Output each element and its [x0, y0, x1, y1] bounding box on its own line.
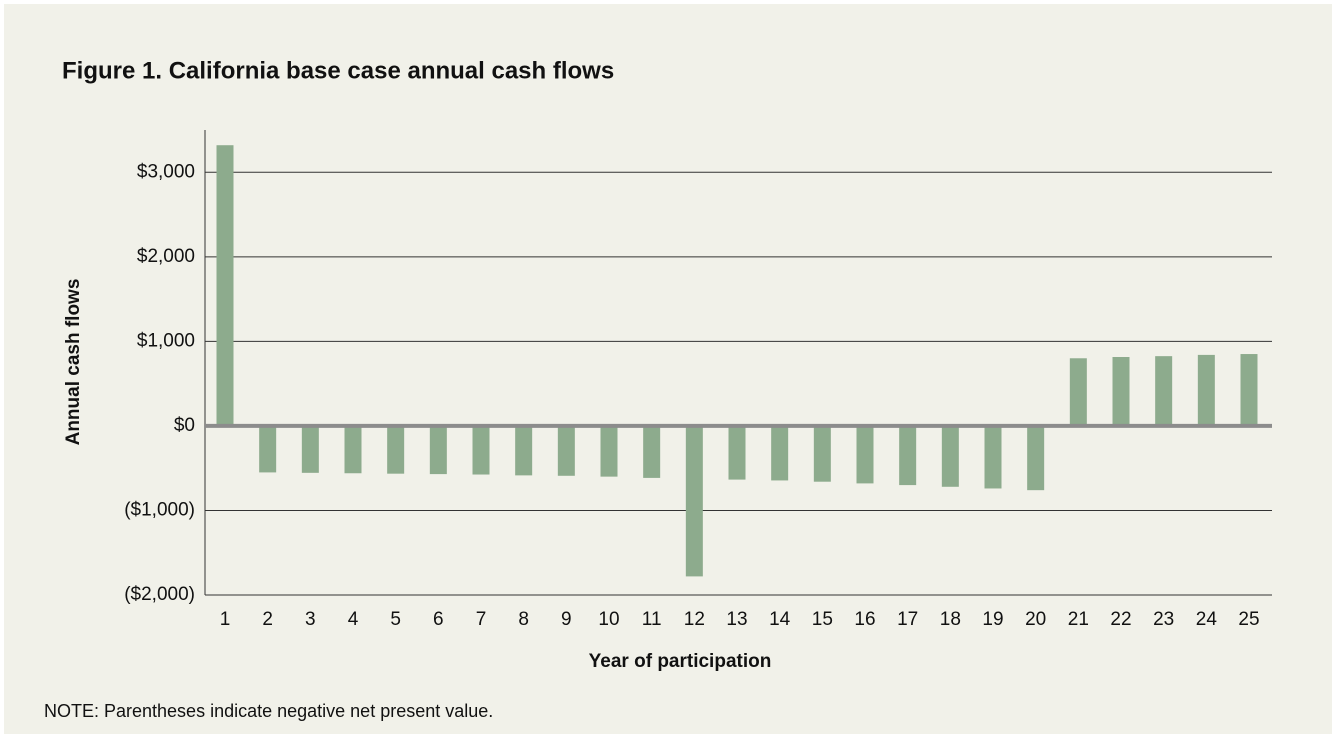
bar: [344, 425, 362, 474]
x-tick-label: 10: [598, 609, 619, 630]
bar: [941, 425, 959, 487]
bar: [1069, 358, 1087, 426]
x-tick-label: 2: [262, 609, 273, 630]
bar: [813, 425, 831, 482]
x-tick-label: 5: [390, 609, 401, 630]
bar: [1027, 425, 1045, 491]
x-tick-label: 17: [897, 609, 918, 630]
x-tick-label: 12: [684, 609, 705, 630]
y-tick-label: ($1,000): [124, 499, 195, 520]
x-tick-label: 23: [1153, 609, 1174, 630]
y-tick-label: $1,000: [137, 330, 195, 351]
bar: [1197, 354, 1215, 426]
x-tick-label: 8: [518, 609, 529, 630]
bar: [899, 425, 917, 486]
bar: [259, 425, 277, 473]
note: NOTE: Parentheses indicate negative net …: [44, 701, 493, 721]
bar: [301, 425, 319, 473]
x-tick-label: 11: [642, 609, 662, 630]
y-tick-label: $3,000: [137, 161, 195, 182]
x-tick-label: 4: [348, 609, 359, 630]
x-axis-title: Year of participation: [589, 651, 772, 672]
bar: [1155, 356, 1173, 426]
y-tick-label: $0: [174, 415, 195, 436]
x-tick-label: 25: [1238, 609, 1259, 630]
y-tick-label: $2,000: [137, 246, 195, 267]
bar: [600, 425, 618, 477]
x-tick-label: 14: [769, 609, 791, 630]
bar: [1112, 357, 1130, 426]
bar: [728, 425, 746, 480]
bar: [771, 425, 789, 481]
y-axis-title: Annual cash flows: [63, 279, 84, 446]
bar: [472, 425, 490, 475]
x-tick-label: 24: [1196, 609, 1218, 630]
bar: [216, 145, 234, 426]
x-tick-label: 16: [854, 609, 875, 630]
x-tick-label: 18: [940, 609, 961, 630]
x-tick-label: 6: [433, 609, 444, 630]
x-tick-label: 19: [982, 609, 1003, 630]
x-tick-label: 22: [1110, 609, 1131, 630]
bar: [685, 425, 703, 577]
x-tick-label: 1: [220, 609, 231, 630]
x-tick-label: 7: [476, 609, 487, 630]
bar: [1240, 354, 1258, 426]
bar: [515, 425, 533, 476]
x-tick-label: 9: [561, 609, 572, 630]
bar: [429, 425, 447, 475]
panel: [4, 4, 1332, 734]
y-tick-label: ($2,000): [124, 584, 195, 605]
x-tick-label: 21: [1068, 609, 1089, 630]
x-tick-label: 3: [305, 609, 316, 630]
x-tick-label: 20: [1025, 609, 1046, 630]
bar: [387, 425, 405, 474]
x-tick-label: 15: [812, 609, 833, 630]
bar: [643, 425, 661, 478]
x-tick-label: 13: [726, 609, 747, 630]
bar: [856, 425, 874, 484]
chart-title: Figure 1. California base case annual ca…: [62, 57, 614, 84]
bar: [984, 425, 1002, 489]
bar: [557, 425, 575, 476]
